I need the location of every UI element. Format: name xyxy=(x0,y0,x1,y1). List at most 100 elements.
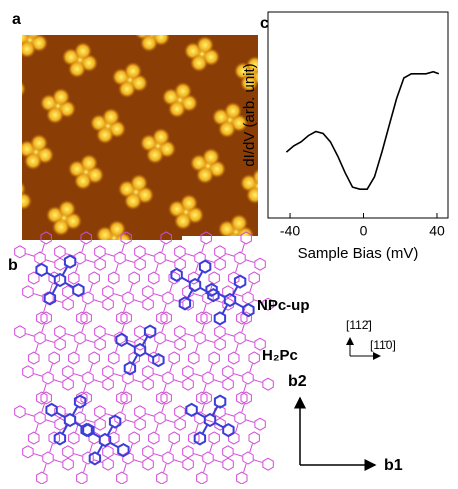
bond xyxy=(170,284,173,293)
stm-lobe xyxy=(58,200,76,218)
ring xyxy=(223,458,233,470)
bond xyxy=(46,420,55,423)
bond xyxy=(76,344,79,353)
ring xyxy=(55,274,65,286)
bond xyxy=(164,304,167,313)
stm-lobe xyxy=(140,34,158,52)
bond xyxy=(46,340,55,343)
bond xyxy=(174,460,183,463)
ring xyxy=(103,298,113,310)
ring xyxy=(149,272,159,284)
stm-lobe xyxy=(277,243,295,261)
ring xyxy=(15,246,25,258)
bond xyxy=(250,444,253,453)
stm-lobe xyxy=(108,220,126,238)
stm-lobe xyxy=(274,252,292,270)
bond xyxy=(210,444,213,453)
ring xyxy=(225,294,235,306)
bond xyxy=(194,454,203,457)
bond xyxy=(242,324,245,333)
bond xyxy=(246,340,255,343)
stm-lobe xyxy=(196,166,214,184)
bond xyxy=(166,340,175,343)
bond xyxy=(164,464,167,473)
stm-lobe xyxy=(246,186,264,204)
bond xyxy=(186,334,195,337)
bond xyxy=(124,464,127,473)
bond xyxy=(214,380,223,383)
bond xyxy=(196,344,199,353)
bond xyxy=(34,454,43,457)
bond xyxy=(84,304,87,313)
ring xyxy=(203,372,213,384)
bond xyxy=(82,244,85,253)
stm-lobe xyxy=(2,198,20,216)
ring xyxy=(149,432,159,444)
ring xyxy=(143,446,153,458)
bond xyxy=(66,334,75,337)
ring xyxy=(123,292,133,304)
bond xyxy=(226,254,235,257)
x-tick-label: 40 xyxy=(429,223,445,239)
ring xyxy=(175,406,185,418)
ring xyxy=(35,332,45,344)
ring xyxy=(183,446,193,458)
stm-lobe xyxy=(80,154,98,172)
stm-lobe xyxy=(218,120,236,138)
bond xyxy=(156,264,159,273)
bond xyxy=(44,304,47,313)
ring xyxy=(135,258,145,270)
bond xyxy=(130,364,133,373)
ring xyxy=(15,326,25,338)
stm-lobe xyxy=(46,106,64,124)
ring xyxy=(65,414,75,426)
bond xyxy=(134,380,143,383)
bond xyxy=(106,334,115,337)
bond xyxy=(166,420,175,423)
ring xyxy=(63,286,73,298)
bond xyxy=(130,284,133,293)
bond xyxy=(134,460,143,463)
ring xyxy=(249,272,259,284)
bond xyxy=(130,444,133,453)
bond xyxy=(84,464,87,473)
stm-lobe xyxy=(0,77,17,95)
bond xyxy=(206,340,215,343)
ring xyxy=(95,258,105,270)
ring xyxy=(95,418,105,430)
ring xyxy=(55,326,65,338)
ring xyxy=(55,338,65,350)
ring xyxy=(263,458,273,470)
ring xyxy=(35,412,45,424)
bond xyxy=(116,344,119,353)
bond xyxy=(234,454,243,457)
ring xyxy=(143,378,153,390)
x-tick-label: 0 xyxy=(360,223,368,239)
ring xyxy=(249,432,259,444)
bond xyxy=(98,445,102,453)
bond xyxy=(254,460,263,463)
stm-lobe xyxy=(180,194,198,212)
bond xyxy=(146,254,155,257)
bond xyxy=(50,364,53,373)
bond xyxy=(90,444,93,453)
h2pc-label: H₂Pc xyxy=(262,347,298,364)
bond xyxy=(214,460,223,463)
stm-lobe xyxy=(152,128,170,146)
stm-lobe xyxy=(168,100,186,118)
stm-lobe xyxy=(174,212,192,230)
ring xyxy=(55,246,65,258)
bond xyxy=(94,380,103,383)
bond xyxy=(166,260,175,263)
ring xyxy=(135,418,145,430)
bond xyxy=(226,414,235,417)
ring xyxy=(186,404,196,416)
ring xyxy=(29,432,39,444)
ring xyxy=(69,432,79,444)
bond xyxy=(162,404,165,413)
ring xyxy=(169,352,179,364)
ring xyxy=(95,338,105,350)
bond xyxy=(204,304,207,313)
ring xyxy=(103,378,113,390)
bond xyxy=(84,384,87,393)
